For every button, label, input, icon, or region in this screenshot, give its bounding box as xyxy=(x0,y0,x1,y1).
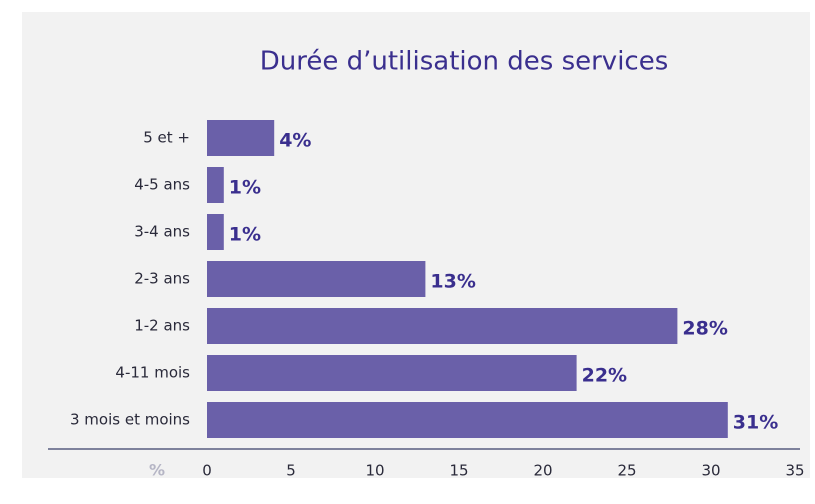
bar xyxy=(207,120,275,156)
y-tick-label: 1-2 ans xyxy=(134,317,190,335)
bar xyxy=(207,214,224,250)
value-label: 13% xyxy=(430,271,475,293)
value-label: 1% xyxy=(229,224,261,246)
y-tick-label: 2-3 ans xyxy=(134,270,190,288)
x-axis-label: % xyxy=(149,461,165,480)
bar xyxy=(207,355,577,391)
bar xyxy=(207,167,224,203)
x-tick-label: 5 xyxy=(286,462,296,480)
x-tick-label: 35 xyxy=(785,462,804,480)
x-tick-label: 15 xyxy=(449,462,468,480)
bar xyxy=(207,402,728,438)
bar xyxy=(207,261,426,297)
x-tick-label: 20 xyxy=(533,462,552,480)
bar xyxy=(207,308,678,344)
value-label: 4% xyxy=(279,130,311,152)
value-label: 22% xyxy=(582,365,627,387)
x-tick-label: 0 xyxy=(202,462,212,480)
y-tick-label: 5 et + xyxy=(143,129,190,147)
x-tick-label: 25 xyxy=(617,462,636,480)
x-tick-label: 10 xyxy=(365,462,384,480)
value-label: 1% xyxy=(229,177,261,199)
y-tick-label: 4-11 mois xyxy=(115,364,190,382)
chart-title: Durée d’utilisation des services xyxy=(260,47,669,77)
x-tick-label: 30 xyxy=(701,462,720,480)
y-tick-label: 4-5 ans xyxy=(134,176,190,194)
panel xyxy=(22,12,810,478)
value-label: 28% xyxy=(682,318,727,340)
y-tick-label: 3-4 ans xyxy=(134,223,190,241)
y-tick-label: 3 mois et moins xyxy=(70,411,190,429)
value-label: 31% xyxy=(733,412,778,434)
